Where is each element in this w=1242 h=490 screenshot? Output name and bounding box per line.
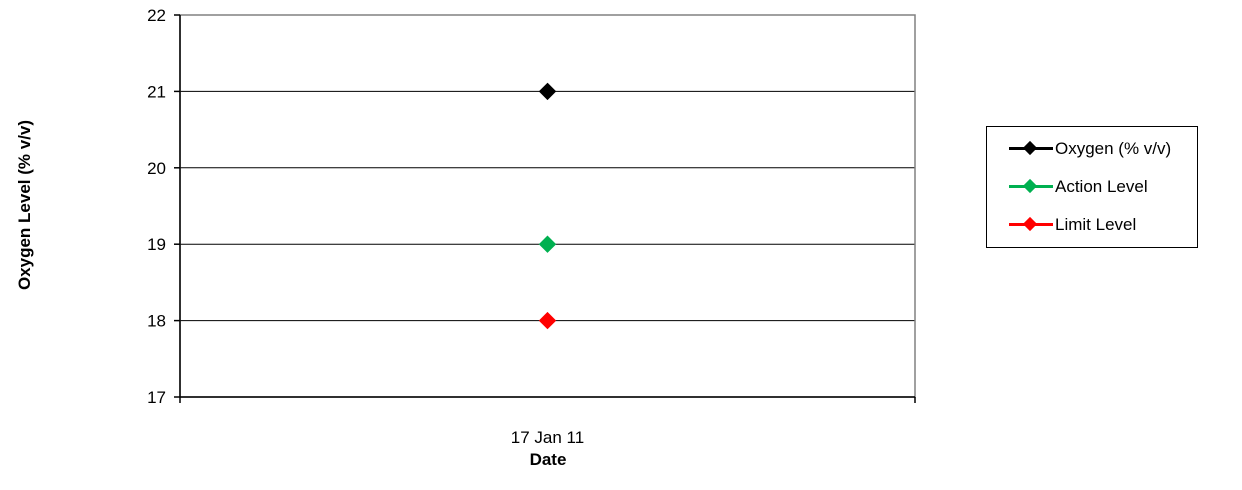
y-axis-title: Oxygen Level (% v/v) <box>15 119 34 291</box>
x-tick-label: 17 Jan 11 <box>511 428 584 447</box>
legend-label-action-level: Action Level <box>1055 177 1148 196</box>
y-tick-label: 17 <box>147 388 166 407</box>
y-tick-label: 18 <box>147 312 166 331</box>
y-tick-labels: 17 18 19 20 21 22 <box>147 6 166 407</box>
gridlines <box>180 90 915 322</box>
y-tick-label: 20 <box>147 159 166 178</box>
legend-label-oxygen: Oxygen (% v/v) <box>1055 139 1172 158</box>
legend-item-action-level: Action Level <box>1009 175 1148 199</box>
legend-swatch-action-level <box>1009 175 1053 199</box>
plot-area <box>179 14 916 398</box>
y-tick-label: 22 <box>147 6 166 25</box>
axes <box>174 14 916 403</box>
legend-label-limit-level: Limit Level <box>1055 215 1137 234</box>
legend: Oxygen (% v/v) Action Level Limit Level <box>986 126 1198 248</box>
data-points <box>538 82 557 330</box>
data-point-limit-level <box>538 311 557 330</box>
y-tick-label: 19 <box>147 235 166 254</box>
data-point-action-level <box>538 235 557 253</box>
y-tick-label: 21 <box>147 82 166 101</box>
x-tick-labels: 17 Jan 11 <box>511 428 584 447</box>
legend-swatch-oxygen <box>1009 137 1053 161</box>
legend-swatch-limit-level <box>1009 213 1053 237</box>
legend-item-limit-level: Limit Level <box>1009 213 1136 237</box>
data-point-oxygen-v-v <box>538 82 557 101</box>
legend-item-oxygen: Oxygen (% v/v) <box>1009 137 1171 161</box>
x-axis-title: Date <box>529 450 567 469</box>
